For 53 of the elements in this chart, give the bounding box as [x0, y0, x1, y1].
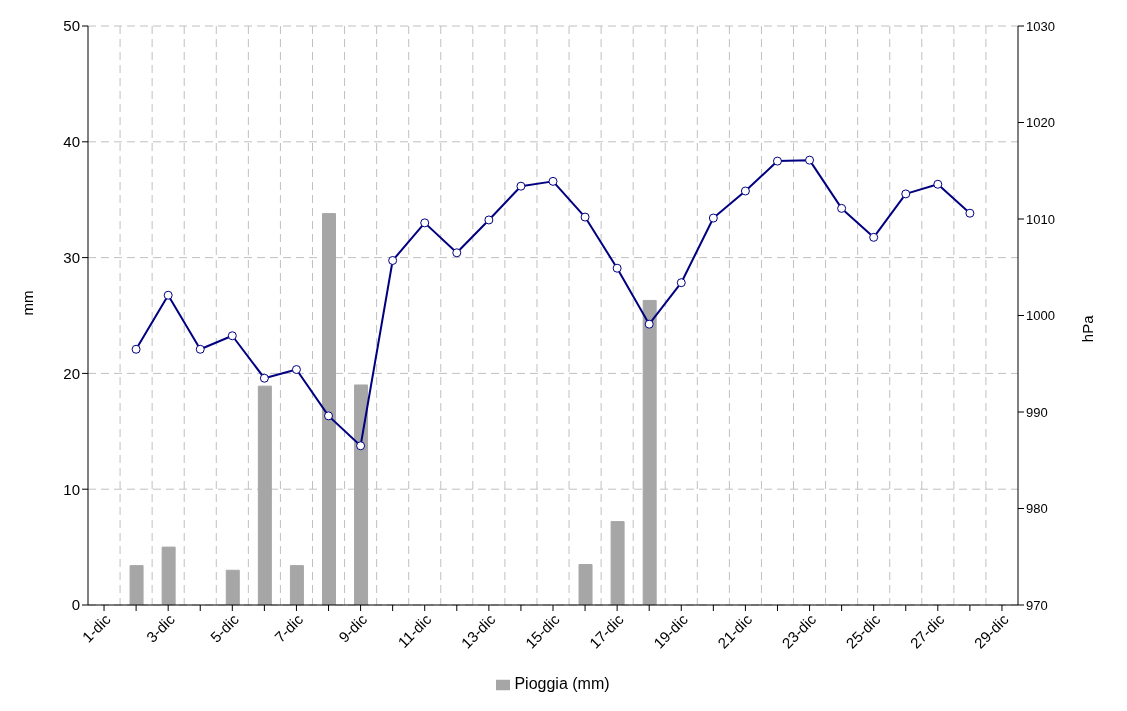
y2-tick-label: 1010: [1026, 211, 1055, 227]
y-tick-label: 20: [63, 364, 80, 382]
point: [805, 155, 815, 165]
point: [356, 441, 366, 451]
y2-axis-title: hPa: [1079, 314, 1097, 343]
point: [163, 290, 173, 300]
point: [516, 181, 526, 191]
point: [676, 278, 686, 288]
point: [901, 189, 911, 199]
y-tick-label: 0: [71, 596, 80, 614]
bar: [642, 299, 657, 605]
bar: [225, 569, 240, 605]
point: [324, 411, 334, 421]
y2-tick-label: 1000: [1026, 308, 1055, 324]
point: [965, 208, 975, 218]
point: [259, 373, 269, 383]
point: [772, 156, 782, 166]
point: [708, 213, 718, 223]
point: [740, 186, 750, 196]
bar: [129, 565, 144, 605]
bar: [610, 521, 625, 605]
y2-tick-label: 970: [1026, 597, 1048, 613]
y2-tick-label: 1030: [1026, 18, 1055, 34]
point: [195, 344, 205, 354]
point: [420, 218, 430, 228]
y-axis-title: mm: [19, 290, 37, 316]
point: [869, 232, 879, 242]
y-tick-label: 40: [63, 133, 80, 151]
point: [548, 176, 558, 186]
bar: [321, 213, 336, 605]
point: [484, 215, 494, 225]
y2-tick-label: 990: [1026, 404, 1048, 420]
bar: [289, 565, 304, 605]
point: [452, 248, 462, 258]
point: [291, 365, 301, 375]
bar: [257, 385, 272, 605]
y2-tick-label: 980: [1026, 501, 1048, 517]
point: [580, 212, 590, 222]
bar: [161, 546, 176, 605]
point: [388, 256, 398, 265]
point: [227, 331, 237, 341]
point: [933, 179, 943, 189]
point: [644, 319, 654, 329]
y2-tick-label: 1020: [1026, 115, 1055, 131]
point: [131, 344, 141, 354]
y-tick-label: 10: [63, 480, 80, 498]
legend-label: Pioggia (mm): [514, 675, 610, 692]
y-tick-label: 30: [63, 248, 80, 266]
point: [612, 263, 622, 273]
point: [837, 203, 847, 213]
bar: [578, 563, 593, 605]
y-tick-label: 50: [63, 17, 80, 35]
bar: [354, 384, 369, 605]
